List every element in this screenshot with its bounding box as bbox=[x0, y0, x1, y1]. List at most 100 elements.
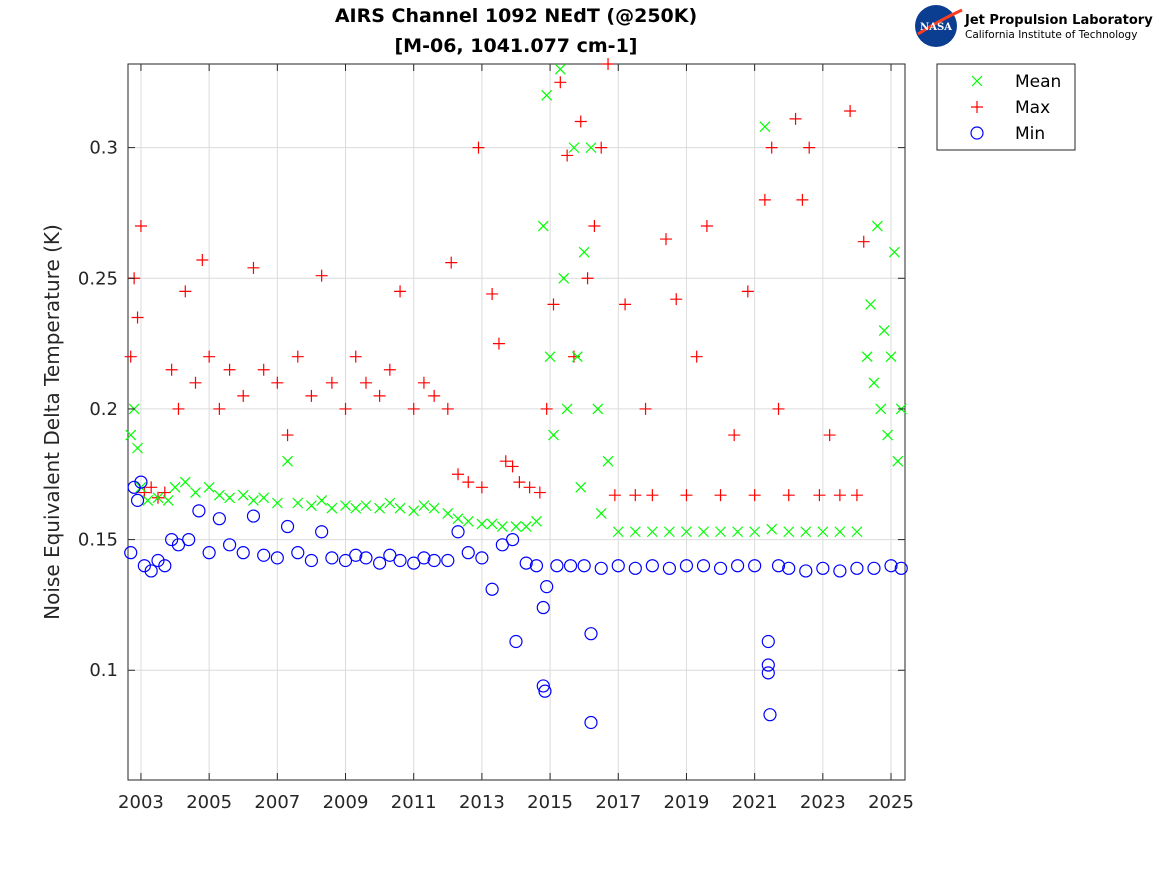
min-point bbox=[761, 666, 775, 680]
min-point bbox=[127, 480, 141, 494]
min-point bbox=[563, 559, 578, 573]
legend-label-mean: Mean bbox=[1015, 72, 1061, 92]
x-tick-label: 2023 bbox=[800, 792, 846, 813]
min-point bbox=[373, 556, 387, 570]
min-point bbox=[158, 559, 172, 573]
max-point bbox=[441, 402, 454, 415]
legend-marker-min bbox=[970, 126, 984, 140]
max-point bbox=[660, 233, 673, 246]
max-point bbox=[554, 76, 567, 89]
series-mean bbox=[125, 63, 907, 538]
max-point bbox=[472, 141, 485, 154]
mean-point bbox=[817, 526, 829, 538]
mean-point bbox=[698, 526, 709, 538]
mean-point bbox=[132, 442, 143, 454]
max-point bbox=[407, 402, 420, 415]
min-point bbox=[748, 559, 762, 573]
mean-point bbox=[442, 508, 454, 519]
min-point bbox=[771, 559, 786, 573]
mean-point bbox=[510, 521, 522, 532]
max-point bbox=[172, 402, 185, 415]
max-point bbox=[475, 481, 488, 494]
mean-point bbox=[537, 220, 549, 232]
min-point bbox=[202, 546, 216, 560]
max-point bbox=[680, 489, 693, 502]
min-point bbox=[536, 600, 550, 615]
legend-marker-mean bbox=[971, 75, 983, 87]
y-tick-label: 0.25 bbox=[78, 268, 118, 289]
max-point bbox=[608, 489, 621, 502]
mean-point bbox=[326, 502, 338, 514]
mean-point bbox=[575, 481, 587, 493]
mean-point bbox=[554, 63, 566, 75]
max-point bbox=[373, 389, 386, 402]
mean-point bbox=[486, 518, 498, 530]
min-point bbox=[393, 553, 407, 568]
min-point bbox=[850, 561, 864, 575]
mean-point bbox=[663, 526, 675, 538]
y-tick-label: 0.15 bbox=[78, 530, 118, 551]
max-point bbox=[588, 220, 601, 233]
max-point bbox=[670, 293, 683, 306]
min-point bbox=[182, 532, 196, 547]
mean-point bbox=[374, 502, 386, 514]
mean-point bbox=[152, 492, 164, 504]
mean-point bbox=[851, 526, 863, 538]
mean-point bbox=[868, 377, 880, 389]
max-point bbox=[499, 455, 512, 468]
max-point bbox=[700, 220, 713, 233]
y-tick-label: 0.1 bbox=[89, 660, 118, 681]
max-point bbox=[833, 489, 846, 502]
max-point bbox=[291, 350, 304, 363]
mean-point bbox=[544, 351, 556, 363]
max-point bbox=[789, 112, 802, 125]
max-point bbox=[629, 489, 642, 502]
mean-point bbox=[561, 403, 573, 415]
min-point bbox=[461, 546, 475, 560]
max-point bbox=[213, 402, 226, 415]
max-point bbox=[179, 285, 192, 298]
mean-point bbox=[428, 502, 440, 514]
chart-subtitle: [M-06, 1041.077 cm-1] bbox=[395, 35, 638, 57]
min-point bbox=[761, 658, 775, 672]
mean-point bbox=[681, 526, 692, 538]
jpl-subname: California Institute of Technology bbox=[965, 29, 1137, 41]
min-point bbox=[383, 548, 397, 562]
max-point bbox=[145, 481, 158, 494]
legend-marker-max bbox=[971, 101, 983, 113]
x-axis: 2003 2005 2007 2009 2011 2013 2015 2017 2019 2021… bbox=[118, 64, 914, 813]
min-point bbox=[427, 553, 441, 568]
mean-point bbox=[834, 526, 846, 538]
x-tick-label: 2005 bbox=[186, 792, 232, 813]
mean-point bbox=[892, 455, 904, 467]
max-point bbox=[492, 337, 505, 350]
legend-label-max: Max bbox=[1015, 98, 1050, 118]
mean-point bbox=[292, 497, 304, 509]
mean-point bbox=[885, 351, 897, 363]
x-tick-label: 2015 bbox=[527, 792, 573, 813]
min-point bbox=[540, 580, 554, 594]
max-point bbox=[813, 489, 826, 502]
max-point bbox=[748, 489, 761, 502]
min-point bbox=[509, 634, 523, 649]
min-point bbox=[577, 559, 591, 573]
max-point bbox=[349, 350, 362, 363]
min-point bbox=[763, 708, 777, 722]
max-point bbox=[325, 376, 338, 389]
min-point bbox=[584, 627, 598, 641]
max-point bbox=[271, 376, 284, 389]
max-point bbox=[646, 489, 659, 502]
mean-point bbox=[125, 429, 137, 441]
mean-point bbox=[865, 298, 876, 310]
max-point bbox=[203, 350, 216, 363]
mean-point bbox=[213, 489, 225, 501]
max-point bbox=[857, 235, 870, 248]
min-point bbox=[645, 559, 659, 573]
y-tick-label: 0.2 bbox=[89, 399, 118, 420]
min-point bbox=[222, 538, 237, 552]
mean-point bbox=[282, 455, 293, 467]
min-point bbox=[192, 504, 206, 518]
max-point bbox=[383, 363, 396, 376]
min-point bbox=[894, 561, 908, 575]
